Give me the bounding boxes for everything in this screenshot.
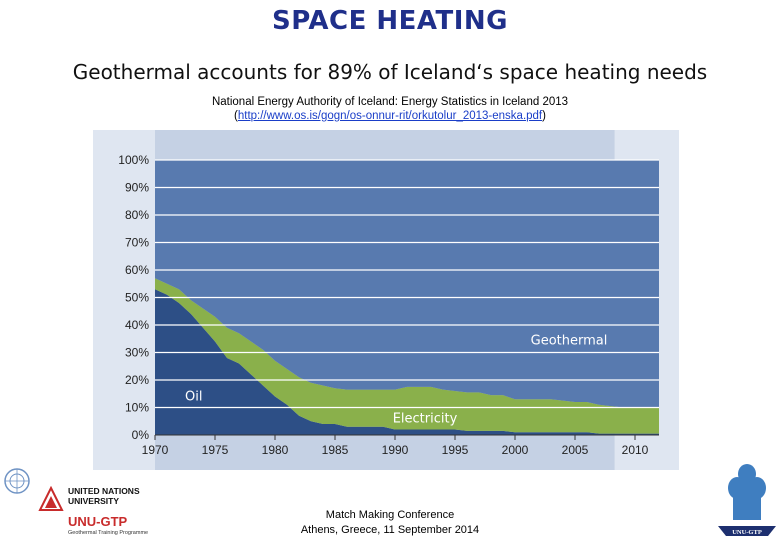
- series-label-electricity: Electricity: [393, 412, 458, 427]
- source-link-line: (http://www.os.is/gogn/os-onnur-rit/orku…: [0, 109, 780, 123]
- x-tick-label: 2005: [562, 443, 589, 457]
- chart-series-labels: Oil Electricity Geothermal: [185, 333, 607, 426]
- footer-line2: Athens, Greece, 11 September 2014: [300, 524, 480, 536]
- source-citation: National Energy Authority of Iceland: En…: [0, 95, 780, 123]
- source-line: National Energy Authority of Iceland: En…: [211, 96, 569, 108]
- footer: Match Making Conference Athens, Greece, …: [0, 508, 780, 538]
- unu-gtp-label: UNU-GTP: [68, 514, 128, 529]
- y-tick-label: 70%: [125, 236, 149, 250]
- x-tick-label: 1985: [322, 443, 349, 457]
- page-title: SPACE HEATING: [271, 6, 509, 36]
- footer-line1: Match Making Conference: [325, 509, 455, 521]
- unu-programme-label: Geothermal Training Programme: [68, 530, 149, 536]
- y-tick-label: 40%: [125, 318, 149, 332]
- un-emblem-icon: [4, 468, 30, 494]
- x-tick-label: 2010: [622, 443, 649, 457]
- space-heating-chart: 0%10%20%30%40%50%60%70%80%90%100% 1970 19…: [93, 130, 679, 470]
- y-tick-label: 80%: [125, 208, 149, 222]
- area-geothermal: [155, 160, 659, 408]
- x-tick-label: 1975: [202, 443, 229, 457]
- unu-name-line2: UNIVERSITY: [68, 496, 120, 506]
- area-electricity: [155, 278, 659, 434]
- x-tick-label: 1980: [262, 443, 289, 457]
- unu-name-line1: UNITED NATIONS: [68, 486, 140, 496]
- x-tick-label: 1995: [442, 443, 469, 457]
- x-tick-label: 1990: [382, 443, 409, 457]
- x-tick-label: 2000: [502, 443, 529, 457]
- y-tick-label: 60%: [125, 263, 149, 277]
- source-close-paren: ): [542, 110, 546, 122]
- y-tick-label: 90%: [125, 181, 149, 195]
- y-tick-label: 0%: [132, 428, 150, 442]
- geyser-logo-text: UNU-GTP: [732, 529, 762, 536]
- y-tick-label: 10%: [125, 401, 149, 415]
- chart-x-axis: 1970 1975 1980 1985 1990 1995 2000 2005 2010: [142, 435, 649, 457]
- y-tick-label: 20%: [125, 373, 149, 387]
- y-tick-label: 30%: [125, 346, 149, 360]
- source-open-paren: (: [234, 110, 238, 122]
- y-tick-label: 50%: [125, 291, 149, 305]
- page-subtitle: Geothermal accounts for 89% of Iceland‘s…: [72, 60, 708, 84]
- x-tick-label: 1970: [142, 443, 169, 457]
- unu-name: UNITED NATIONS UNIVERSITY: [68, 486, 140, 506]
- geyser-logo-icon: UNU-GTP: [718, 464, 776, 536]
- series-label-oil: Oil: [185, 390, 202, 405]
- unu-mark-icon: [38, 486, 64, 511]
- unu-gtp-logo: UNITED NATIONS UNIVERSITY UNU-GTP Geothe…: [38, 482, 198, 540]
- source-link[interactable]: http://www.os.is/gogn/os-onnur-rit/orkut…: [237, 110, 543, 122]
- chart-gridlines: [155, 159, 659, 436]
- chart-areas: [155, 160, 659, 435]
- chart-y-axis: 0% 10% 20% 30% 40% 50% 60% 70% 80% 90% 100%: [118, 153, 149, 442]
- area-oil: [155, 289, 659, 435]
- y-tick-label: 100%: [118, 153, 149, 167]
- series-label-geothermal: Geothermal: [531, 333, 608, 348]
